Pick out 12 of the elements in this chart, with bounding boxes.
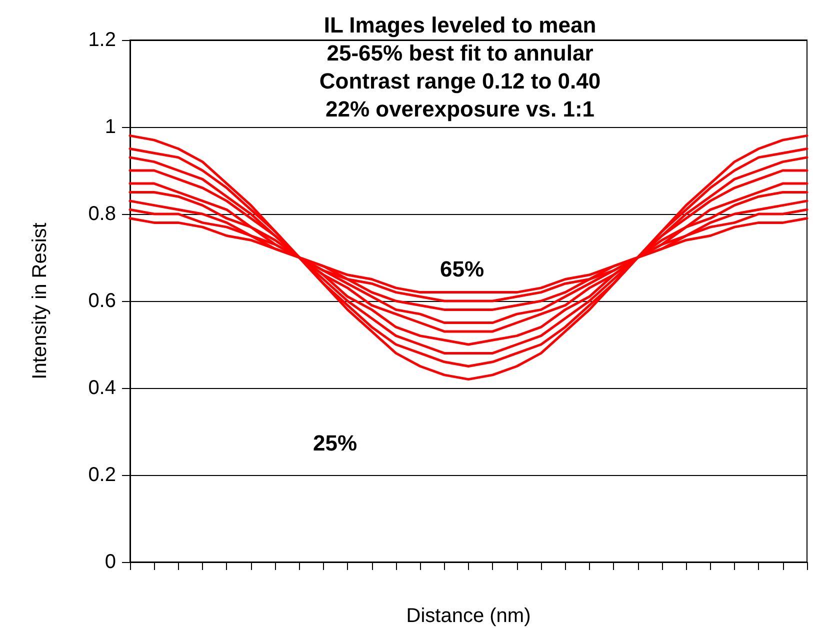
annotation: 65%	[440, 256, 484, 282]
y-axis-title: Intensity in Resist	[29, 222, 51, 380]
y-tick-label: 0.6	[88, 290, 116, 312]
y-tick-label: 0	[104, 551, 116, 573]
x-axis-title: Distance (nm)	[406, 605, 531, 627]
text: IL Images leveled to mean 25-65% best fit to annular Contrast range 0.12 to 0.40 22% overexposure vs. 1:1	[319, 12, 601, 122]
y-tick-label: 0.4	[88, 377, 116, 399]
y-tick-label: 0.8	[88, 203, 116, 225]
y-tick-label: 1	[104, 116, 116, 138]
y-tick-label: 1.2	[88, 29, 116, 51]
annotation: 25%	[313, 430, 358, 456]
y-tick-label: 0.2	[88, 464, 116, 486]
